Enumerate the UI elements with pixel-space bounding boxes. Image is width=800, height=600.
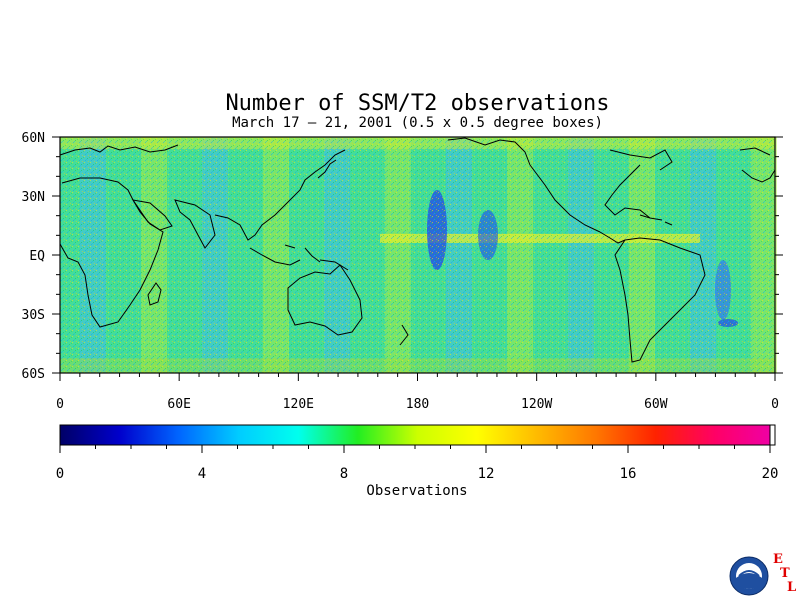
lon-label: 0: [771, 397, 779, 412]
etl-letter-l: L: [787, 580, 797, 595]
lat-label: 60S: [22, 367, 45, 382]
map-title: Number of SSM/T2 observations: [225, 91, 610, 116]
noaa-logo-icon: [729, 556, 769, 596]
lon-label: 180: [406, 397, 429, 412]
colorbar-tick-label: 12: [478, 466, 495, 482]
colorbar-gradient: [59, 424, 776, 446]
coastlines: [59, 137, 776, 363]
map-subtitle: March 17 – 21, 2001 (0.5 x 0.5 degree bo…: [232, 115, 603, 131]
etl-letter-t: T: [780, 566, 790, 581]
lon-label: 0: [56, 397, 64, 412]
colorbar-tick-label: 20: [762, 466, 779, 482]
lon-label: 60E: [167, 397, 190, 412]
colorbar-tick-label: 16: [620, 466, 637, 482]
colorbar-ticks: 0 4 8 12 16 20: [56, 445, 779, 482]
lat-label: EQ: [29, 249, 45, 264]
etl-letter-e: E: [773, 552, 783, 567]
colorbar-tick-label: 4: [198, 466, 206, 482]
colorbar-label: Observations: [366, 483, 467, 499]
latitude-axis: 60N 30N EQ 30S 60S: [22, 131, 783, 382]
colorbar: 0 4 8 12 16 20 Observations: [56, 424, 779, 499]
lon-label: 120E: [283, 397, 314, 412]
lat-label: 60N: [22, 131, 45, 146]
lon-label: 60W: [644, 397, 668, 412]
colorbar-tick-label: 0: [56, 466, 64, 482]
lat-label: 30S: [22, 308, 45, 323]
lat-label: 30N: [22, 190, 45, 205]
colorbar-tick-label: 8: [340, 466, 348, 482]
lon-label: 120W: [521, 397, 552, 412]
observation-density-field: [60, 137, 777, 373]
longitude-axis: 0 60E 120E 180 120W 60W 0: [56, 373, 779, 412]
